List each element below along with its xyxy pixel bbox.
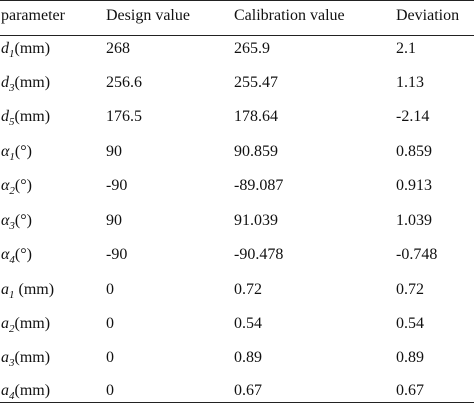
table-bottom-rule: [0, 402, 474, 403]
design-value-cell: 176.5: [106, 108, 142, 125]
table-row: a4(mm) 0 0.67 0.67: [0, 375, 474, 407]
param-subscript: 4: [9, 390, 15, 402]
table-row: d5(mm) 176.5 178.64 -2.14: [0, 101, 474, 133]
header-calibration-value: Calibration value: [234, 7, 345, 24]
header-design-value: Design value: [106, 7, 190, 24]
calibration-value-cell: 0.89: [234, 349, 262, 366]
param-cell: a2(mm): [1, 308, 50, 340]
param-subscript: 5: [9, 116, 15, 128]
param-cell: d1(mm): [1, 33, 50, 65]
deviation-cell: 0.72: [396, 281, 424, 298]
calibration-value-cell: 90.859: [234, 143, 278, 160]
param-unit: (mm): [14, 315, 51, 332]
design-value-cell: 0: [106, 281, 114, 298]
param-subscript: 3: [9, 357, 15, 369]
calibration-value-cell: 255.47: [234, 74, 278, 91]
design-value-cell: 0: [106, 315, 114, 332]
deviation-cell: 1.039: [396, 212, 432, 229]
param-symbol: d: [1, 74, 9, 91]
table-header-rule: [0, 35, 474, 36]
design-value-cell: 256.6: [106, 74, 142, 91]
calibration-value-cell: -89.087: [234, 177, 284, 194]
param-symbol: α: [1, 212, 10, 229]
param-symbol: a: [1, 281, 9, 298]
param-symbol: a: [1, 315, 9, 332]
design-value-cell: 268: [106, 40, 130, 57]
param-unit: (mm): [14, 281, 55, 298]
table-top-rule: [0, 0, 474, 1]
design-value-cell: -90: [106, 246, 128, 263]
param-unit: (mm): [14, 382, 51, 399]
calibration-value-cell: 0.72: [234, 281, 262, 298]
param-cell: α2(°): [1, 170, 32, 202]
param-cell: α4(°): [1, 239, 32, 271]
param-cell: d5(mm): [1, 101, 50, 133]
deviation-cell: 0.67: [396, 382, 424, 399]
param-unit: (mm): [14, 108, 51, 125]
deviation-cell: 0.54: [396, 315, 424, 332]
calibration-value-cell: 0.54: [234, 315, 262, 332]
design-value-cell: 0: [106, 382, 114, 399]
table-row: d3(mm) 256.6 255.47 1.13: [0, 67, 474, 99]
param-unit: (°): [14, 212, 32, 229]
deviation-cell: -2.14: [396, 108, 430, 125]
param-unit: (mm): [14, 40, 51, 57]
calibration-value-cell: 265.9: [234, 40, 270, 57]
param-symbol: a: [1, 382, 9, 399]
param-symbol: d: [1, 40, 9, 57]
deviation-cell: -0.748: [396, 246, 438, 263]
param-unit: (°): [14, 177, 32, 194]
param-symbol: α: [1, 246, 10, 263]
param-unit: (mm): [14, 349, 51, 366]
header-deviation: Deviation: [396, 7, 460, 24]
param-symbol: α: [1, 143, 10, 160]
table-row: α4(°) -90 -90.478 -0.748: [0, 239, 474, 271]
param-subscript: 3: [9, 82, 15, 94]
table-row: a3(mm) 0 0.89 0.89: [0, 342, 474, 374]
param-subscript: 4: [9, 254, 15, 266]
param-subscript: 2: [9, 185, 15, 197]
calibration-value-cell: 91.039: [234, 212, 278, 229]
param-cell: a1 (mm): [1, 274, 54, 306]
param-cell: a3(mm): [1, 342, 50, 374]
param-subscript: 2: [9, 323, 15, 335]
param-cell: d3(mm): [1, 67, 50, 99]
deviation-cell: 0.859: [396, 143, 432, 160]
param-subscript: 3: [9, 220, 15, 232]
param-unit: (°): [14, 143, 32, 160]
header-parameter: parameter: [1, 7, 65, 24]
param-cell: α1(°): [1, 136, 32, 168]
param-unit: (mm): [14, 74, 51, 91]
design-value-cell: 0: [106, 349, 114, 366]
param-symbol: d: [1, 108, 9, 125]
table-header-row: parameter Design value Calibration value…: [0, 0, 474, 32]
calibration-value-cell: 178.64: [234, 108, 278, 125]
table-row: α3(°) 90 91.039 1.039: [0, 205, 474, 237]
table-row: a2(mm) 0 0.54 0.54: [0, 308, 474, 340]
calibration-value-cell: -90.478: [234, 246, 284, 263]
deviation-cell: 0.913: [396, 177, 432, 194]
design-value-cell: 90: [106, 212, 122, 229]
design-value-cell: 90: [106, 143, 122, 160]
param-unit: (°): [14, 246, 32, 263]
deviation-cell: 1.13: [396, 74, 424, 91]
design-value-cell: -90: [106, 177, 128, 194]
table-row: α2(°) -90 -89.087 0.913: [0, 170, 474, 202]
param-symbol: a: [1, 349, 9, 366]
param-subscript: 1: [9, 289, 15, 301]
deviation-cell: 0.89: [396, 349, 424, 366]
table-row: d1(mm) 268 265.9 2.1: [0, 33, 474, 65]
param-cell: a4(mm): [1, 375, 50, 407]
param-subscript: 1: [9, 151, 15, 163]
table-row: a1 (mm) 0 0.72 0.72: [0, 274, 474, 306]
param-cell: α3(°): [1, 205, 32, 237]
deviation-cell: 2.1: [396, 40, 416, 57]
param-subscript: 1: [9, 48, 15, 60]
param-symbol: α: [1, 177, 10, 194]
table-row: α1(°) 90 90.859 0.859: [0, 136, 474, 168]
calibration-value-cell: 0.67: [234, 382, 262, 399]
